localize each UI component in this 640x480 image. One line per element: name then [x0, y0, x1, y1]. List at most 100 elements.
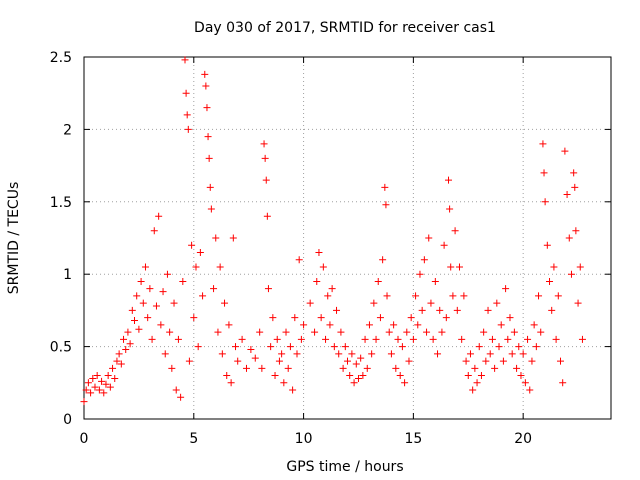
- data-point: [137, 277, 145, 285]
- data-point: [205, 154, 213, 162]
- data-point: [313, 277, 321, 285]
- axis-ticks: 0 0.5 1 1.5 2 2.5 0 5 10 15 20: [50, 50, 611, 447]
- data-point: [370, 299, 378, 307]
- data-point: [510, 328, 518, 336]
- data-point: [251, 354, 259, 362]
- data-point: [540, 169, 548, 177]
- data-point: [348, 350, 356, 358]
- data-point: [451, 227, 459, 235]
- data-point: [341, 343, 349, 351]
- data-point: [256, 328, 264, 336]
- data-point: [517, 372, 525, 380]
- data-point: [574, 299, 582, 307]
- data-point: [247, 345, 255, 353]
- data-point: [381, 183, 389, 191]
- data-point: [212, 234, 220, 242]
- data-point: [109, 364, 117, 372]
- data-point: [354, 374, 362, 382]
- data-point: [374, 277, 382, 285]
- data-point: [495, 343, 503, 351]
- data-point: [199, 292, 207, 300]
- x-tick-label: 20: [514, 431, 532, 447]
- data-point: [359, 372, 367, 380]
- data-point: [261, 154, 269, 162]
- data-point: [317, 314, 325, 322]
- data-point: [440, 241, 448, 249]
- data-point: [232, 343, 240, 351]
- data-point: [333, 306, 341, 314]
- data-point: [177, 393, 185, 401]
- data-point: [82, 386, 90, 394]
- data-point: [469, 386, 477, 394]
- data-point: [295, 256, 303, 264]
- data-point: [315, 248, 323, 256]
- data-point: [401, 379, 409, 387]
- data-point: [218, 350, 226, 358]
- data-point: [330, 343, 338, 351]
- data-point: [221, 299, 229, 307]
- data-point: [150, 227, 158, 235]
- data-point: [352, 360, 360, 368]
- data-point: [135, 325, 143, 333]
- data-point: [480, 328, 488, 336]
- data-point: [93, 372, 101, 380]
- data-point: [521, 379, 529, 387]
- data-point: [446, 205, 454, 213]
- data-point: [190, 314, 198, 322]
- data-point: [390, 321, 398, 329]
- y-tick-label: 1.5: [50, 195, 72, 211]
- data-point: [396, 372, 404, 380]
- data-point: [204, 133, 212, 141]
- data-point: [170, 299, 178, 307]
- data-point: [383, 292, 391, 300]
- data-point: [499, 357, 507, 365]
- data-point: [519, 350, 527, 358]
- data-point: [473, 379, 481, 387]
- data-point: [403, 328, 411, 336]
- data-point: [159, 288, 167, 296]
- data-point: [339, 364, 347, 372]
- data-point: [280, 379, 288, 387]
- data-point: [484, 306, 492, 314]
- data-point: [394, 335, 402, 343]
- data-point: [567, 270, 575, 278]
- data-point: [267, 343, 275, 351]
- data-point: [242, 364, 250, 372]
- data-point: [431, 277, 439, 285]
- data-point: [407, 314, 415, 322]
- data-point: [282, 328, 290, 336]
- chart-title: Day 030 of 2017, SRMTID for receiver cas…: [194, 20, 496, 36]
- data-point: [482, 357, 490, 365]
- data-point: [475, 343, 483, 351]
- data-point: [168, 364, 176, 372]
- data-point: [144, 314, 152, 322]
- data-point: [291, 314, 299, 322]
- data-point: [453, 306, 461, 314]
- data-point: [576, 263, 584, 271]
- data-point: [471, 364, 479, 372]
- y-tick-label: 0.5: [50, 340, 72, 356]
- data-point: [466, 350, 474, 358]
- data-point: [172, 386, 180, 394]
- data-point: [133, 292, 141, 300]
- data-point: [166, 328, 174, 336]
- data-point: [131, 317, 139, 325]
- data-point: [87, 389, 95, 397]
- data-point: [202, 82, 210, 90]
- data-point: [409, 335, 417, 343]
- data-point: [497, 321, 505, 329]
- data-point: [398, 343, 406, 351]
- data-point: [95, 386, 103, 394]
- y-tick-label: 1: [63, 267, 72, 283]
- data-point: [139, 299, 147, 307]
- data-point: [578, 335, 586, 343]
- data-point: [260, 140, 268, 148]
- data-point: [372, 335, 380, 343]
- data-point: [223, 372, 231, 380]
- data-point: [392, 364, 400, 372]
- data-point: [328, 285, 336, 293]
- data-point: [269, 314, 277, 322]
- data-point: [387, 350, 395, 358]
- data-point: [565, 234, 573, 242]
- data-point: [194, 343, 202, 351]
